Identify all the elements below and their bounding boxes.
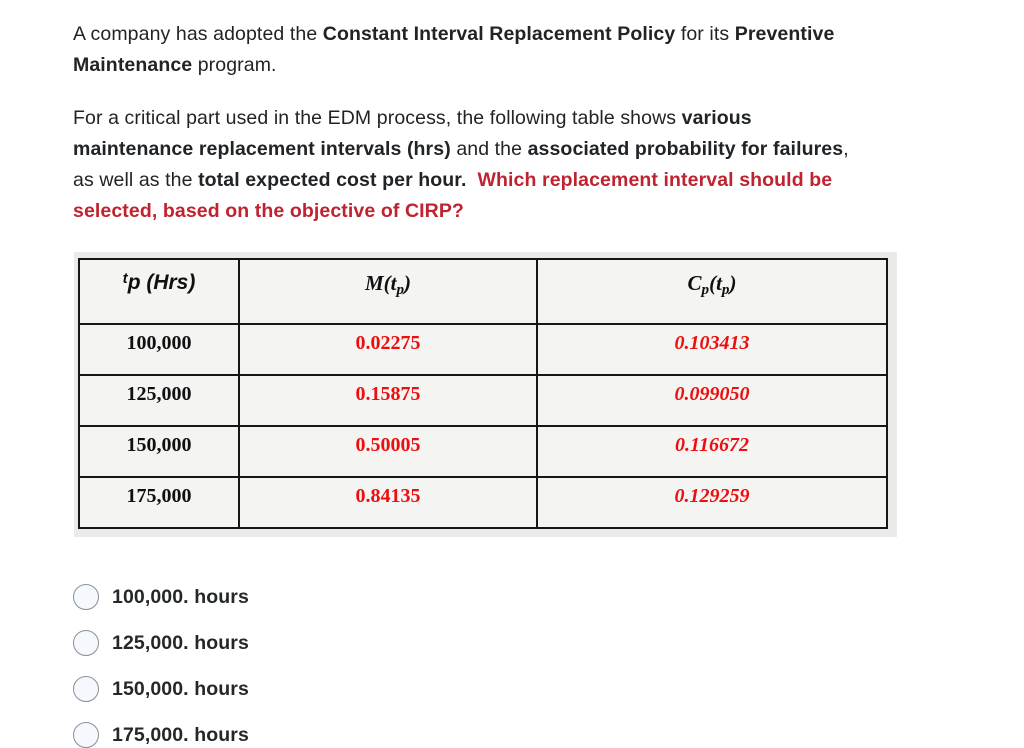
option-label: 100,000. hours (112, 585, 249, 608)
question-prompt-red-text: Which replacement interval should be (477, 169, 833, 191)
text-run: (Hrs) (140, 271, 196, 294)
radio-option-100000-hours[interactable]: 100,000. hours (73, 584, 249, 610)
text-run: C (687, 271, 702, 295)
col-header-tp-hrs: tp (Hrs) (78, 258, 240, 325)
text-run: as well as the (73, 169, 199, 191)
answer-options: 100,000. hours 125,000. hours 150,000. h… (73, 584, 984, 748)
table-header-row: tp (Hrs) M(tp) Cp(tp) (78, 258, 888, 325)
text-run: t (122, 270, 128, 288)
bold-text-run: Maintenance (73, 54, 193, 76)
text-run: (t (709, 271, 722, 295)
cell-tp: 125,000 (78, 374, 240, 427)
table-row: 100,000 0.02275 0.103413 (78, 323, 888, 376)
bold-text-run: associated probability for failures (527, 138, 844, 160)
cell-tp: 100,000 (78, 323, 240, 376)
maintenance-table-image: tp (Hrs) M(tp) Cp(tp) 100,000 0.02275 0.… (74, 252, 897, 537)
radio-button-icon[interactable] (73, 584, 99, 610)
cell-cp-tp: 0.129259 (536, 476, 888, 529)
question-paragraph-1: A company has adopted the Constant Inter… (73, 19, 937, 81)
radio-option-175000-hours[interactable]: 175,000. hours (73, 722, 249, 748)
bold-text-run: maintenance replacement intervals (hrs) (73, 138, 451, 160)
cell-m-tp: 0.50005 (238, 425, 538, 478)
question-prompt-red-text: selected, based on the objective of CIRP… (73, 200, 464, 222)
table-row: 125,000 0.15875 0.099050 (78, 374, 888, 427)
bold-text-run: . (460, 169, 478, 191)
cell-tp: 150,000 (78, 425, 240, 478)
option-label: 175,000. hours (112, 723, 249, 746)
radio-button-icon[interactable] (73, 630, 99, 656)
radio-option-150000-hours[interactable]: 150,000. hours (73, 676, 249, 702)
bold-text-run: various (681, 107, 752, 129)
text-run: ) (404, 271, 412, 295)
text-run: p (701, 282, 710, 299)
bold-text-run: Preventive (734, 23, 835, 45)
text-run: program. (192, 54, 277, 76)
text-run: p (721, 282, 730, 299)
cell-m-tp: 0.15875 (238, 374, 538, 427)
bold-text-run: Constant Interval Replacement Policy (322, 23, 676, 45)
text-run: and the (450, 138, 528, 160)
text-run: p (396, 282, 405, 299)
col-header-cp-tp: Cp(tp) (536, 258, 888, 325)
question-paragraph-2: For a critical part used in the EDM proc… (73, 103, 937, 227)
option-label: 125,000. hours (112, 631, 249, 654)
bold-text-run: total expected cost per hour (198, 169, 461, 191)
text-run: , (843, 138, 849, 160)
radio-option-125000-hours[interactable]: 125,000. hours (73, 630, 249, 656)
text-run: A company has adopted the (73, 23, 323, 45)
table-row: 175,000 0.84135 0.129259 (78, 476, 888, 529)
text-run: For a critical part used in the EDM proc… (73, 107, 682, 129)
cell-tp: 175,000 (78, 476, 240, 529)
text-run: p (127, 271, 141, 294)
text-run: M(t (364, 271, 397, 295)
option-label: 150,000. hours (112, 677, 249, 700)
cell-cp-tp: 0.103413 (536, 323, 888, 376)
col-header-m-tp: M(tp) (238, 258, 538, 325)
cell-cp-tp: 0.116672 (536, 425, 888, 478)
text-run: ) (729, 271, 737, 295)
maintenance-table: tp (Hrs) M(tp) Cp(tp) 100,000 0.02275 0.… (78, 258, 888, 529)
cell-m-tp: 0.02275 (238, 323, 538, 376)
radio-button-icon[interactable] (73, 676, 99, 702)
cell-cp-tp: 0.099050 (536, 374, 888, 427)
text-run: for its (675, 23, 735, 45)
cell-m-tp: 0.84135 (238, 476, 538, 529)
table-row: 150,000 0.50005 0.116672 (78, 425, 888, 478)
radio-button-icon[interactable] (73, 722, 99, 748)
